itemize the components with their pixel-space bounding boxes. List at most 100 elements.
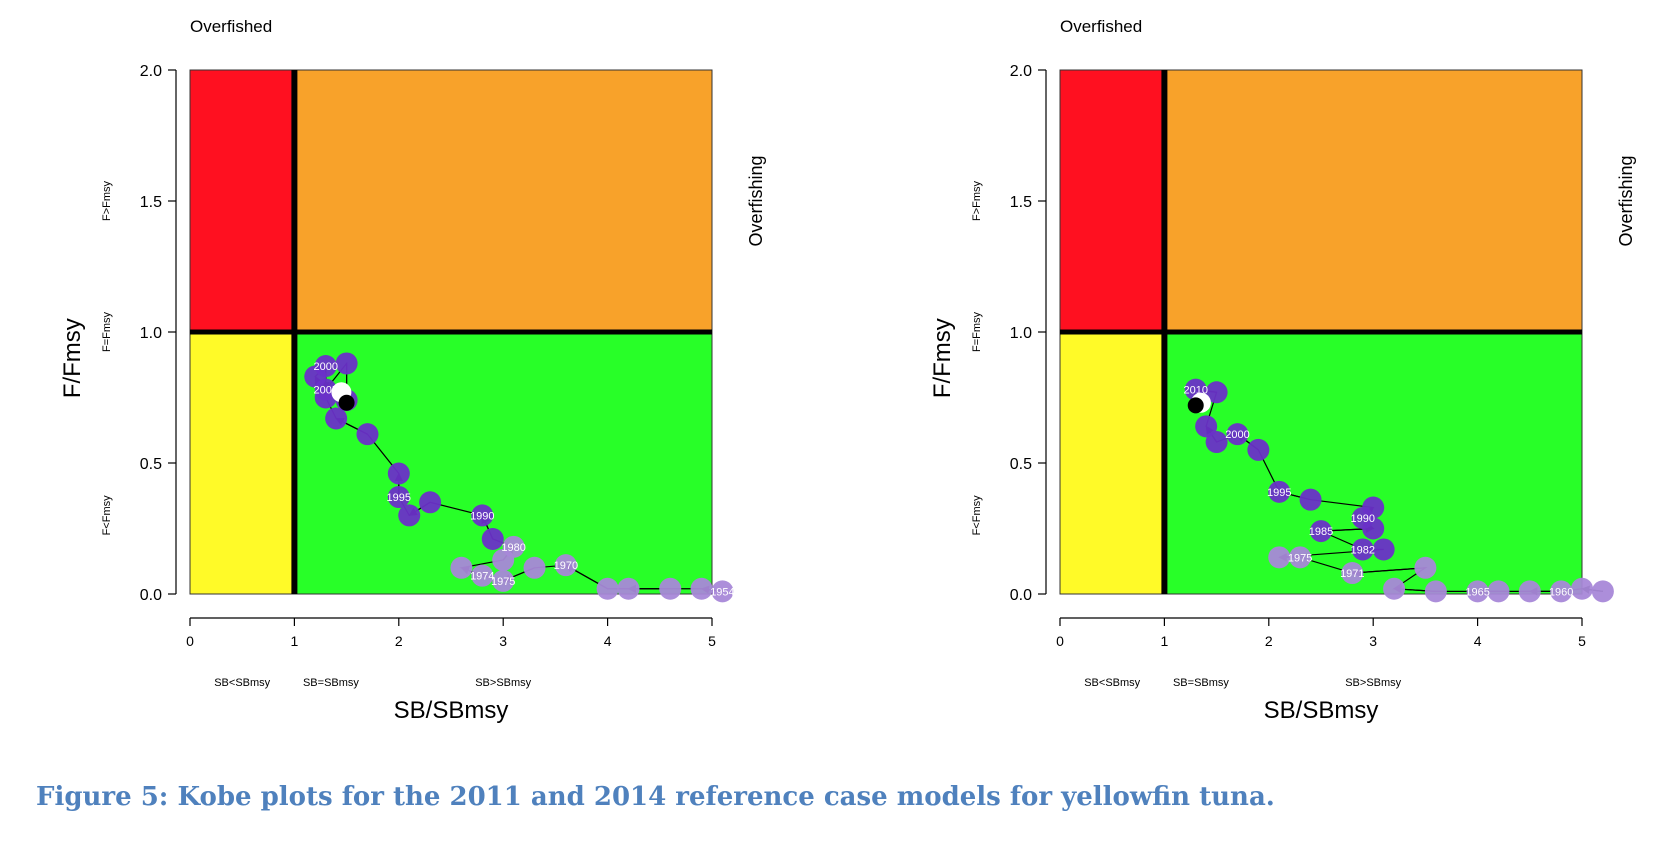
trajectory-point <box>1362 496 1385 519</box>
x-axis-title: SB/SBmsy <box>394 697 509 724</box>
x-zone-label: SB=SBmsy <box>1173 677 1229 689</box>
x-tick-label: 4 <box>604 633 612 649</box>
y-tick-label: 1.5 <box>1010 194 1032 211</box>
trajectory-point <box>1299 488 1322 511</box>
trajectory-year-label: 1990 <box>470 510 494 522</box>
y-axis-title: F/Fmsy <box>59 318 86 398</box>
trajectory-point <box>502 535 525 558</box>
trajectory-point <box>1310 520 1332 543</box>
x-tick-label: 5 <box>708 633 716 649</box>
trajectory-point <box>1591 580 1614 603</box>
y-zone-label: F=Fmsy <box>971 311 983 352</box>
zone-overfishing <box>1164 70 1582 332</box>
x-zone-label: SB>SBmsy <box>475 677 531 689</box>
trajectory-point <box>554 554 577 577</box>
trajectory-point <box>1205 381 1228 404</box>
x-tick-label: 5 <box>1578 633 1586 649</box>
current-status-black-point <box>1187 397 1204 414</box>
trajectory-year-label: 2000 <box>313 361 337 373</box>
trajectory-point <box>1226 423 1249 446</box>
y-tick-label: 1.0 <box>140 325 162 342</box>
trajectory-point <box>387 462 410 485</box>
trajectory-point <box>1341 562 1364 585</box>
trajectory-point <box>325 407 348 430</box>
x-tick-label: 4 <box>1474 633 1482 649</box>
x-tick-label: 3 <box>499 633 507 649</box>
trajectory-year-label: 1975 <box>491 576 515 588</box>
trajectory-point <box>1424 580 1447 603</box>
trajectory-point <box>471 504 494 527</box>
kobe-panel-2: 1960 1965 1971 1975 1982 1985 1990 1995 2000 2 0 1 0… <box>929 17 1636 724</box>
zone-overfished <box>190 332 295 594</box>
overfishing-label: Overfishing <box>1616 155 1636 246</box>
trajectory-point <box>1550 580 1573 603</box>
trajectory-point <box>492 569 515 592</box>
current-status-black-point <box>338 394 355 411</box>
trajectory-point <box>450 556 473 579</box>
overfished-label: Overfished <box>1060 17 1142 36</box>
trajectory-year-label: 1954 <box>710 586 734 598</box>
y-axis-title: F/Fmsy <box>929 318 956 398</box>
y-tick-label: 0.5 <box>140 456 162 473</box>
trajectory-year-label: 1974 <box>470 571 494 583</box>
trajectory-point <box>314 378 337 401</box>
y-tick-label: 1.5 <box>140 194 162 211</box>
trajectory-year-label: 1990 <box>1351 513 1375 525</box>
x-tick-label: 2 <box>1265 633 1273 649</box>
trajectory-year-label: 1971 <box>1340 568 1364 580</box>
trajectory-point <box>356 423 379 446</box>
x-zone-label: SB<SBmsy <box>1084 677 1140 689</box>
trajectory-point <box>1372 538 1395 561</box>
trajectory-year-label: 1965 <box>1465 586 1489 598</box>
trajectory-point <box>596 577 619 600</box>
trajectory-point <box>1195 415 1218 438</box>
trajectory-point <box>1268 480 1291 503</box>
y-tick-label: 2.0 <box>140 63 162 80</box>
zone-overfishing <box>294 70 712 332</box>
figure-caption: Figure 5: Kobe plots for the 2011 and 20… <box>36 782 1275 812</box>
trajectory-point <box>335 352 358 375</box>
x-tick-label: 0 <box>1056 633 1064 649</box>
trajectory-year-label: 1995 <box>387 492 411 504</box>
y-zone-label: F<Fmsy <box>971 495 983 536</box>
x-axis-title: SB/SBmsy <box>1264 697 1379 724</box>
trajectory-year-label: 1975 <box>1288 552 1312 564</box>
trajectory-point <box>1351 538 1374 561</box>
x-zone-label: SB=SBmsy <box>303 677 359 689</box>
y-tick-label: 1.0 <box>1010 325 1032 342</box>
trajectory-point <box>471 564 494 587</box>
trajectory-point <box>398 504 421 527</box>
trajectory-point <box>659 577 682 600</box>
trajectory-point <box>1518 580 1541 603</box>
trajectory-point <box>419 491 442 514</box>
y-zone-label: F<Fmsy <box>101 495 113 536</box>
y-tick-label: 0.0 <box>140 587 162 604</box>
x-tick-label: 3 <box>1369 633 1377 649</box>
trajectory-point <box>1247 438 1270 461</box>
trajectory-point <box>690 577 713 600</box>
kobe-panel-1: 1954197019751974198019901995200020050.00… <box>59 17 766 724</box>
trajectory-point <box>387 486 410 509</box>
trajectory-point <box>711 580 734 603</box>
x-tick-label: 0 <box>186 633 194 649</box>
y-tick-label: 0.5 <box>1010 456 1032 473</box>
trajectory-year-label: 1960 <box>1549 586 1573 598</box>
trajectory-arrow <box>1351 567 1426 577</box>
y-zone-label: F>Fmsy <box>971 180 983 221</box>
zone-overfished <box>1060 332 1165 594</box>
trajectory-point <box>1383 577 1406 600</box>
x-zone-label: SB>SBmsy <box>1345 677 1401 689</box>
x-zone-label: SB<SBmsy <box>214 677 270 689</box>
trajectory-point <box>1414 556 1437 579</box>
y-zone-label: F>Fmsy <box>101 180 113 221</box>
overfishing-label: Overfishing <box>746 155 766 246</box>
y-zone-label: F=Fmsy <box>101 311 113 352</box>
x-tick-label: 1 <box>1161 633 1169 649</box>
trajectory-point <box>617 577 640 600</box>
trajectory-point <box>481 527 504 550</box>
x-tick-label: 2 <box>395 633 403 649</box>
trajectory-year-label: 1995 <box>1267 487 1291 499</box>
trajectory-point <box>1487 580 1510 603</box>
x-tick-label: 1 <box>291 633 299 649</box>
